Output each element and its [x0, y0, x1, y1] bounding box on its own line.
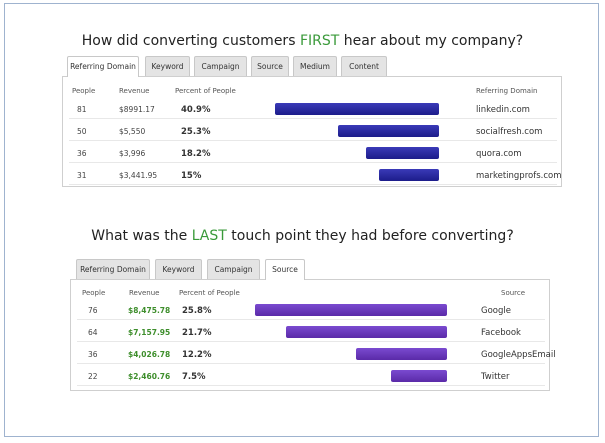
row-separator [77, 341, 545, 342]
row-revenue: $8991.17 [119, 105, 155, 114]
row-domain: Twitter [481, 372, 510, 382]
row-domain: linkedin.com [476, 105, 530, 115]
col2-people-header: People [82, 289, 106, 297]
row-percent: 12.2% [182, 350, 212, 360]
col2-percent-header: Percent of People [179, 289, 240, 297]
row-domain: quora.com [476, 149, 522, 159]
col-people-header: People [72, 87, 96, 95]
col2-source-header: Source [501, 289, 526, 297]
row-revenue: $2,460.76 [128, 372, 171, 381]
row-revenue: $4,026.78 [128, 350, 171, 359]
section1-title-post: hear about my company? [339, 33, 524, 49]
row-percent: 40.9% [181, 105, 211, 115]
row-people: 31 [77, 171, 87, 180]
row-percent: 25.3% [181, 127, 211, 137]
col-domain-header: Referring Domain [476, 87, 538, 95]
row-revenue: $8,475.78 [128, 306, 171, 315]
percent-bar [255, 304, 447, 316]
row-separator [69, 184, 557, 185]
row-percent: 18.2% [181, 149, 211, 159]
tab-medium[interactable]: Medium [293, 56, 337, 76]
row-domain: Google [481, 306, 511, 316]
row-separator [69, 118, 557, 119]
row-percent: 25.8% [182, 306, 212, 316]
section2-title-pre: What was the [91, 228, 192, 244]
tab2-referring-domain[interactable]: Referring Domain [76, 259, 150, 279]
row-people: 76 [88, 306, 98, 315]
row-people: 22 [88, 372, 98, 381]
percent-bar [391, 370, 447, 382]
section2-title-highlight: LAST [191, 228, 227, 244]
row-separator [69, 140, 557, 141]
section1-panel: People Revenue Percent of People Referri… [62, 76, 562, 187]
tab-campaign[interactable]: Campaign [194, 56, 247, 76]
row-domain: marketingprofs.com [476, 171, 562, 181]
row-separator [77, 363, 545, 364]
row-people: 64 [88, 328, 98, 337]
row-people: 81 [77, 105, 87, 114]
section2-title: What was the LAST touch point they had b… [0, 228, 605, 244]
row-separator [77, 385, 545, 386]
row-people: 50 [77, 127, 87, 136]
row-people: 36 [88, 350, 98, 359]
row-percent: 7.5% [182, 372, 206, 382]
percent-bar [356, 348, 447, 360]
tab2-keyword[interactable]: Keyword [155, 259, 202, 279]
percent-bar [379, 169, 439, 181]
row-domain: GoogleAppsEmail [481, 350, 556, 360]
row-people: 36 [77, 149, 87, 158]
percent-bar [286, 326, 447, 338]
col2-revenue-header: Revenue [129, 289, 160, 297]
tab2-source[interactable]: Source [265, 259, 305, 280]
section1-title: How did converting customers FIRST hear … [0, 33, 605, 49]
tab-content[interactable]: Content [341, 56, 387, 76]
section1-title-pre: How did converting customers [81, 33, 300, 49]
row-percent: 15% [181, 171, 202, 181]
tab-source[interactable]: Source [251, 56, 289, 76]
row-revenue: $3,996 [119, 149, 146, 158]
tab-referring-domain[interactable]: Referring Domain [67, 56, 139, 77]
percent-bar [338, 125, 439, 137]
row-domain: Facebook [481, 328, 521, 338]
col-revenue-header: Revenue [119, 87, 150, 95]
row-separator [77, 319, 545, 320]
percent-bar [275, 103, 439, 115]
section2-panel: People Revenue Percent of People Source … [70, 279, 556, 391]
tab-keyword[interactable]: Keyword [145, 56, 190, 76]
row-revenue: $7,157.95 [128, 328, 171, 337]
tab2-campaign[interactable]: Campaign [207, 259, 260, 279]
row-separator [69, 162, 557, 163]
row-revenue: $3,441.95 [119, 171, 158, 180]
row-revenue: $5,550 [119, 127, 146, 136]
row-percent: 21.7% [182, 328, 212, 338]
col-percent-header: Percent of People [175, 87, 236, 95]
row-domain: socialfresh.com [476, 127, 543, 137]
section2-title-post: touch point they had before converting? [226, 228, 514, 244]
section1-title-highlight: FIRST [299, 33, 340, 49]
percent-bar [366, 147, 439, 159]
